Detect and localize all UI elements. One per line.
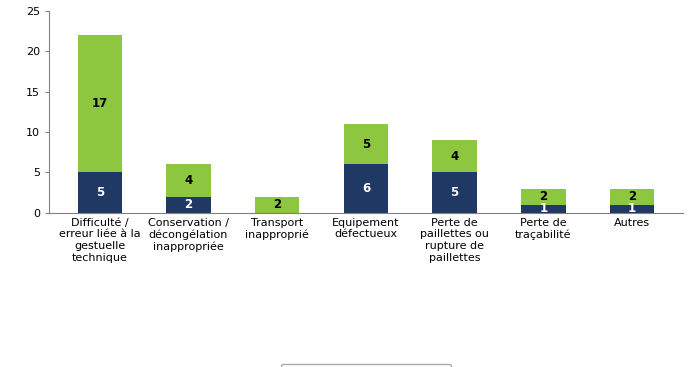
Text: 2: 2 [628,190,636,203]
Text: 2: 2 [185,198,192,211]
Text: 5: 5 [362,138,370,151]
Bar [77,172,122,213]
Bar [77,35,122,172]
Text: 17: 17 [92,97,108,110]
Text: 5: 5 [95,186,104,199]
Text: 2: 2 [539,190,547,203]
Bar [521,205,565,213]
Bar [344,124,388,164]
Bar [167,197,210,213]
Text: 6: 6 [362,182,370,195]
Legend: Graves, Non graves: Graves, Non graves [281,364,451,367]
Text: 1: 1 [628,202,636,215]
Bar [432,140,477,172]
Bar [521,189,565,205]
Text: 1: 1 [539,202,547,215]
Bar [610,189,654,205]
Bar [344,164,388,213]
Text: 4: 4 [185,174,192,187]
Bar [610,205,654,213]
Text: 4: 4 [450,150,459,163]
Bar [432,172,477,213]
Text: 5: 5 [450,186,459,199]
Text: 2: 2 [273,198,282,211]
Bar [255,197,300,213]
Bar [167,164,210,197]
